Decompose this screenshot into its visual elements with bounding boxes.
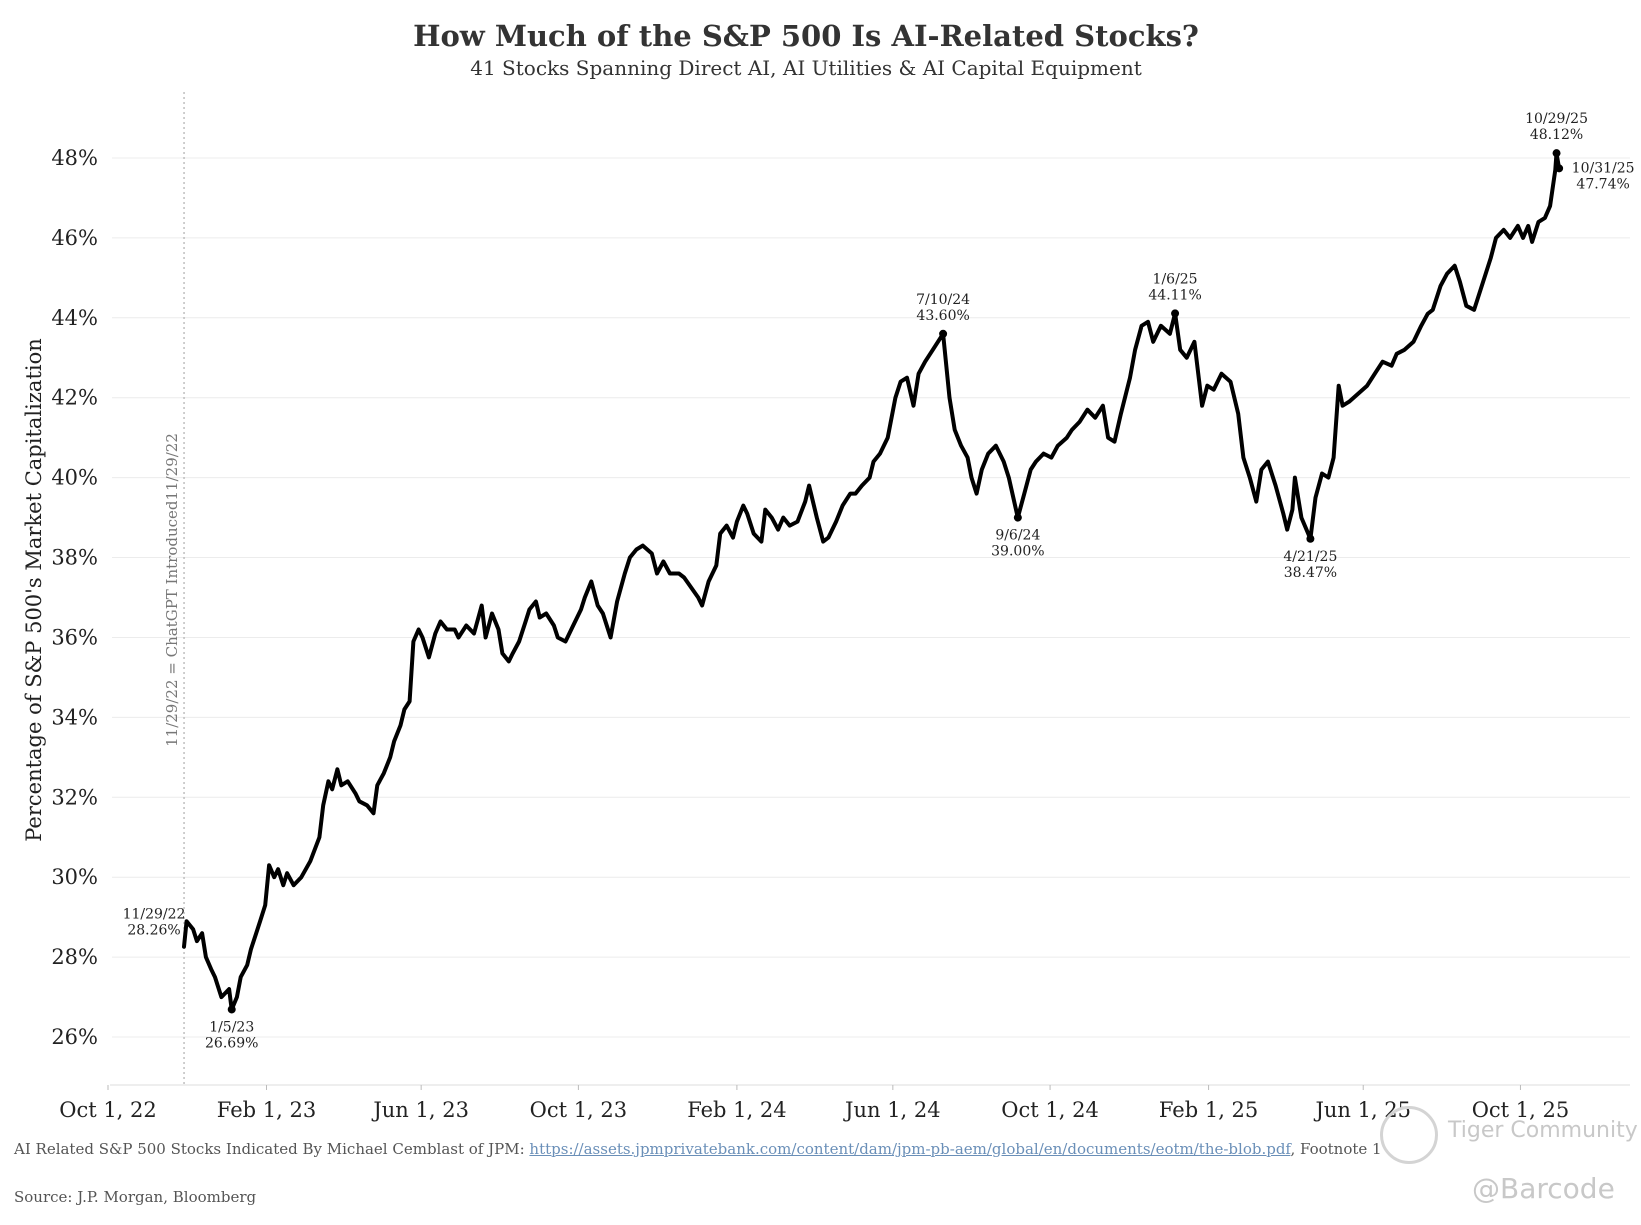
x-tick-label: Jun 1, 23 bbox=[371, 1098, 469, 1122]
annotation-label: 7/10/24 bbox=[916, 292, 970, 308]
chart-subtitle: 41 Stocks Spanning Direct AI, AI Utiliti… bbox=[470, 56, 1142, 80]
series-group bbox=[182, 151, 1562, 1012]
chart-title: How Much of the S&P 500 Is AI-Related St… bbox=[413, 19, 1199, 53]
y-tick-label: 44% bbox=[51, 306, 98, 330]
annotation-label: 10/29/25 bbox=[1525, 111, 1588, 127]
tiger-logo-icon bbox=[1380, 1106, 1438, 1164]
x-tick-label: Jun 1, 24 bbox=[843, 1098, 941, 1122]
annotation-marker bbox=[1552, 149, 1561, 158]
annotation-label: 1/6/25 bbox=[1153, 271, 1198, 287]
annotation-label: 1/5/23 bbox=[209, 1019, 254, 1035]
y-tick-label: 42% bbox=[51, 386, 98, 410]
x-tick-label: Feb 1, 25 bbox=[1159, 1098, 1258, 1122]
y-tick-label: 30% bbox=[51, 865, 98, 889]
annotation-label: 47.74% bbox=[1576, 176, 1629, 192]
annotation-label: 11/29/22 bbox=[123, 907, 186, 923]
annotation-label: 4/21/25 bbox=[1283, 549, 1337, 565]
y-tick-label: 46% bbox=[51, 226, 98, 250]
x-tick-label: Oct 1, 24 bbox=[1001, 1098, 1099, 1122]
y-axis-label: Percentage of S&P 500's Market Capitaliz… bbox=[22, 338, 46, 842]
y-tick-label: 26% bbox=[51, 1025, 98, 1049]
annotation-label: 28.26% bbox=[127, 923, 180, 939]
series-line bbox=[182, 151, 1562, 1012]
source-note: Source: J.P. Morgan, Bloomberg bbox=[14, 1188, 257, 1206]
y-tick-label: 28% bbox=[51, 945, 98, 969]
annotation-marker bbox=[227, 1005, 236, 1014]
reference-line-label: 11/29/22 = ChatGPT Introduced11/29/22 bbox=[163, 433, 181, 747]
annotation-label: 44.11% bbox=[1148, 287, 1201, 303]
y-tick-label: 32% bbox=[51, 785, 98, 809]
x-tick-label: Feb 1, 24 bbox=[687, 1098, 786, 1122]
y-tick-label: 34% bbox=[51, 705, 98, 729]
annotation-marker bbox=[1306, 534, 1315, 543]
footnote-text: AI Related S&P 500 Stocks Indicated By M… bbox=[14, 1140, 530, 1158]
footnote: AI Related S&P 500 Stocks Indicated By M… bbox=[14, 1140, 1382, 1158]
y-tick-label: 38% bbox=[51, 546, 98, 570]
y-tick-label: 48% bbox=[51, 146, 98, 170]
x-tick-label: Oct 1, 22 bbox=[59, 1098, 157, 1122]
x-tick-label: Oct 1, 25 bbox=[1472, 1098, 1570, 1122]
annotation-marker bbox=[1013, 513, 1022, 522]
annotation-label: 10/31/25 bbox=[1572, 160, 1635, 176]
annotation-label: 48.12% bbox=[1530, 127, 1583, 143]
annotation-label: 38.47% bbox=[1284, 565, 1337, 581]
annotation-label: 43.60% bbox=[916, 308, 969, 324]
y-tick-label: 40% bbox=[51, 466, 98, 490]
x-tick-label: Feb 1, 23 bbox=[217, 1098, 316, 1122]
watermark-community: Tiger Community bbox=[1448, 1118, 1638, 1143]
annotation-marker bbox=[1555, 164, 1564, 173]
gridlines bbox=[112, 157, 1630, 1038]
annotation-label: 26.69% bbox=[205, 1035, 258, 1051]
annotation-label: 9/6/24 bbox=[995, 528, 1040, 544]
footnote-link[interactable]: https://assets.jpmprivatebank.com/conten… bbox=[529, 1140, 1291, 1158]
footnote-suffix: , Footnote 1 bbox=[1290, 1140, 1382, 1158]
annotation-marker bbox=[939, 329, 948, 338]
watermark-handle: @Barcode bbox=[1472, 1172, 1615, 1205]
annotation-marker bbox=[1171, 309, 1180, 318]
y-tick-label: 36% bbox=[51, 625, 98, 649]
annotation-label: 39.00% bbox=[991, 544, 1044, 560]
axes: 26% 28% 30% 32% 34% 36% 38% 40% 42% 44% 46% 48% Oct … bbox=[51, 146, 1630, 1122]
x-tick-label: Oct 1, 23 bbox=[530, 1098, 628, 1122]
reference-line-group: 11/29/22 = ChatGPT Introduced11/29/22 bbox=[163, 92, 185, 1085]
